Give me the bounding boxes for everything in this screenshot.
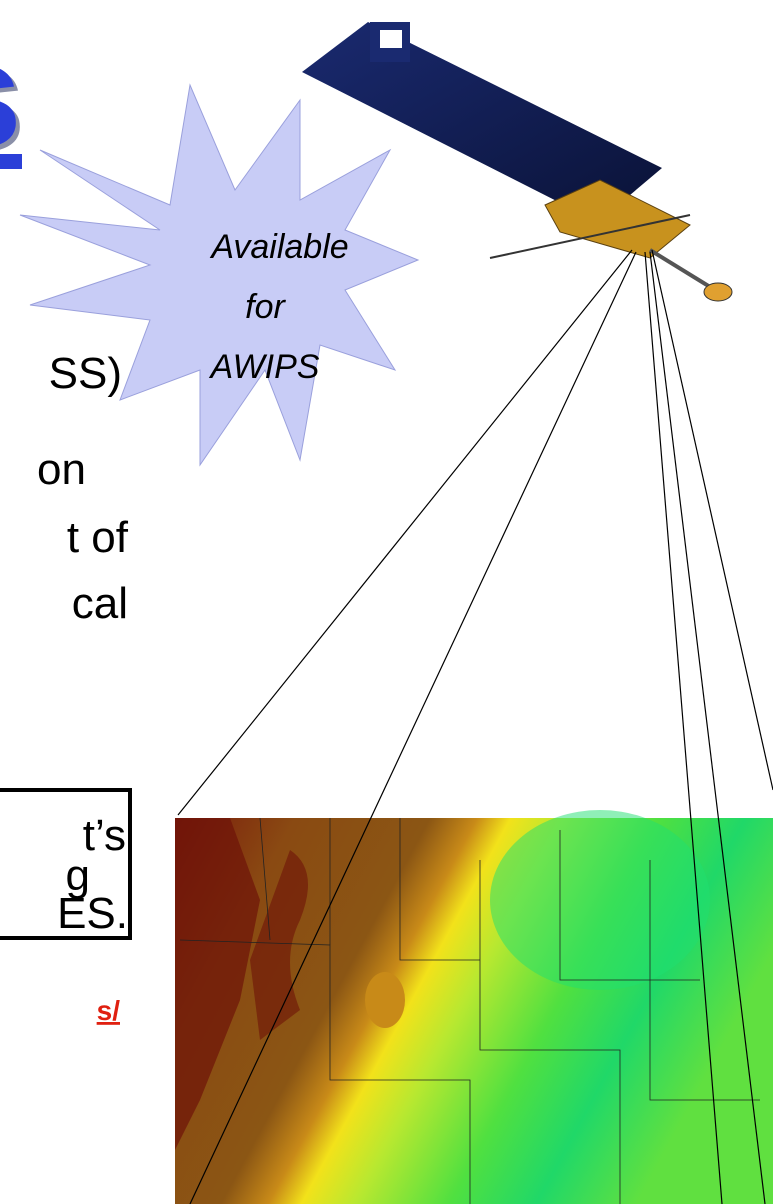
body-text: SS) xyxy=(49,349,122,398)
body-text: on xyxy=(37,445,86,494)
map-region xyxy=(490,810,710,990)
boom-tip xyxy=(704,283,732,301)
title-fragment[interactable]: s xyxy=(0,10,22,178)
panel-window xyxy=(380,30,402,48)
map-region xyxy=(365,972,405,1028)
callout-line: Available xyxy=(209,228,348,266)
slide: s s Available for AWIPS SS) on t of cal … xyxy=(0,0,773,1204)
callout-line: AWIPS xyxy=(209,348,320,386)
link[interactable]: s/ xyxy=(97,995,121,1026)
body-text: cal xyxy=(72,579,128,628)
box-text: ES. xyxy=(57,889,128,938)
starburst xyxy=(20,85,418,465)
body-text: t of xyxy=(67,513,129,562)
callout-line: for xyxy=(245,288,286,326)
